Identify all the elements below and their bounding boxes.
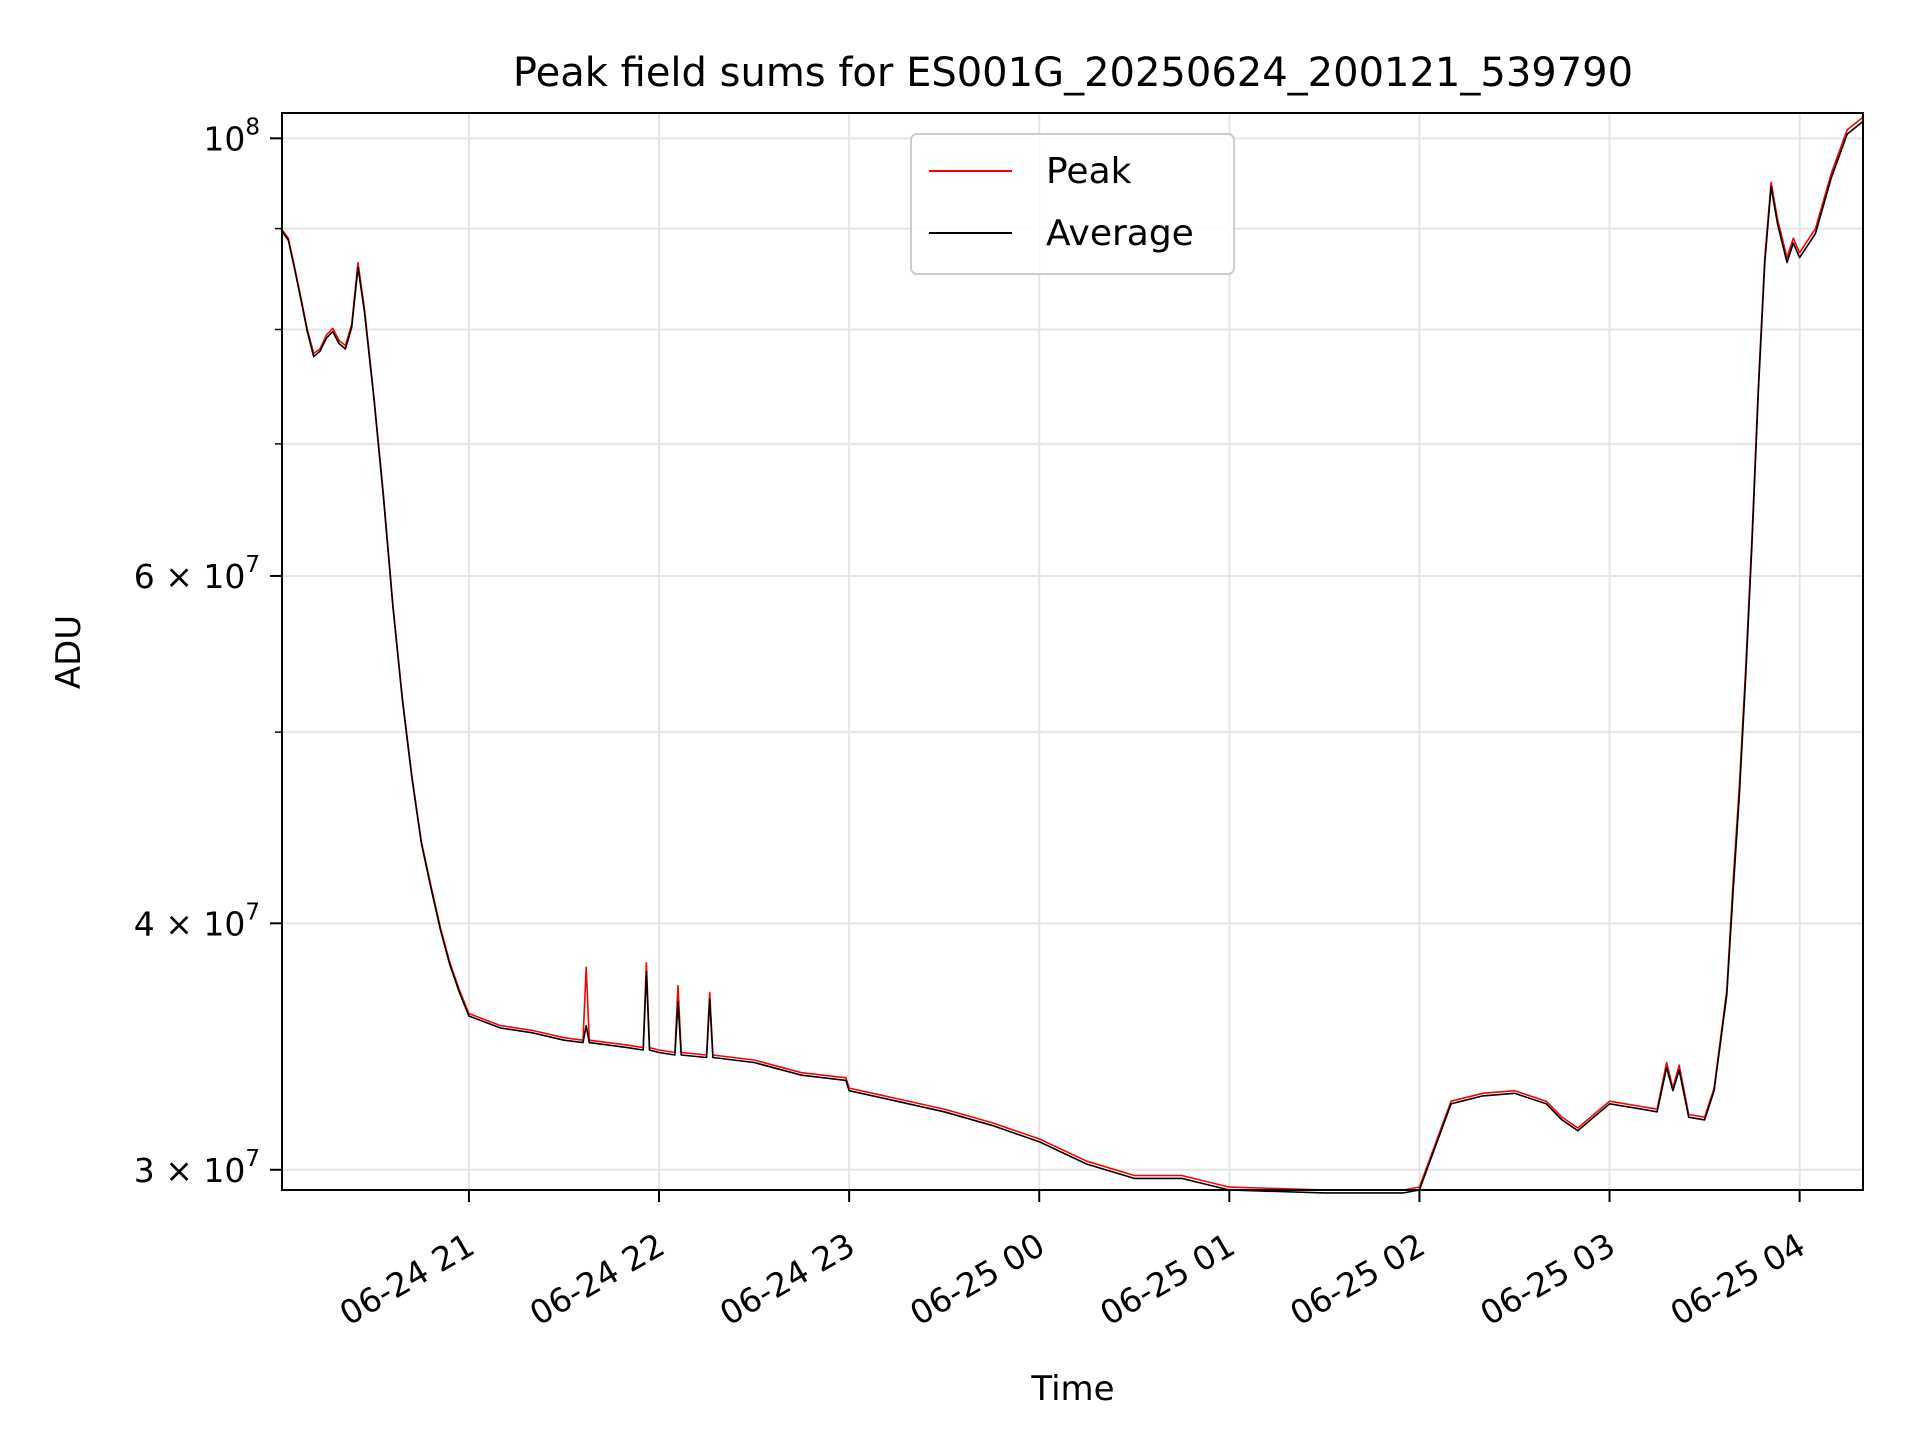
y-tick-label: 108 bbox=[203, 114, 260, 158]
y-tick-label: 6 × 107 bbox=[134, 552, 260, 596]
x-axis-label: Time bbox=[1030, 1369, 1114, 1409]
legend: Peak Average bbox=[910, 133, 1235, 275]
legend-box bbox=[910, 133, 1235, 275]
y-tick-label: 3 × 107 bbox=[134, 1146, 260, 1190]
y-tick-label: 4 × 107 bbox=[134, 899, 260, 943]
plot-lines bbox=[281, 116, 1864, 1194]
plot-frame bbox=[281, 112, 1864, 1191]
y-axis-label: ADU bbox=[49, 615, 89, 689]
legend-label-peak: Peak bbox=[1046, 151, 1132, 192]
grid bbox=[282, 113, 1863, 1190]
y-axis: 3 × 107 4 × 107 6 × 107 108 bbox=[134, 114, 282, 1190]
legend-label-average: Average bbox=[1046, 213, 1194, 254]
chart-title: Peak field sums for ES001G_20250624_2001… bbox=[513, 50, 1633, 96]
series-line-average bbox=[281, 120, 1864, 1194]
